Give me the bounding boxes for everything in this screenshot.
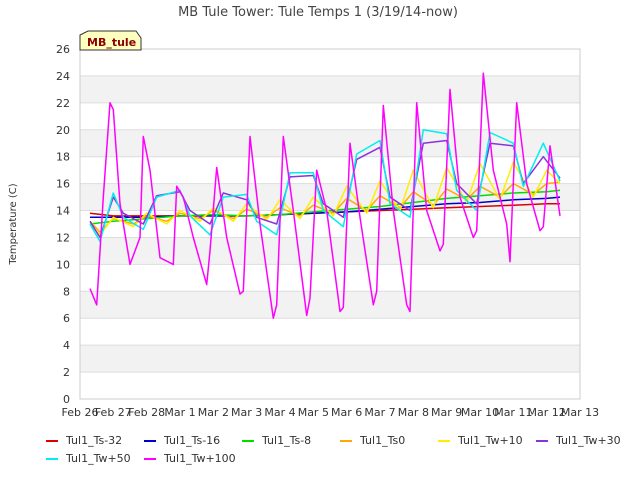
legend-label: Tul1_Ts0 — [360, 434, 406, 447]
y-tick-label: 10 — [56, 258, 70, 271]
y-tick-label: 12 — [56, 231, 70, 244]
legend-swatch — [242, 439, 254, 442]
x-tick-label: Mar 1 — [164, 406, 195, 419]
plot-band — [80, 102, 580, 130]
x-tick-label: Mar 13 — [561, 406, 599, 419]
legend-item: Tul1_Tw+50 — [46, 452, 131, 465]
x-tick-label: Mar 8 — [398, 406, 429, 419]
y-axis-label: Temperature (C) — [8, 183, 19, 265]
legend-swatch — [144, 457, 156, 460]
series-lines — [89, 72, 561, 319]
legend-swatch — [46, 457, 58, 460]
plot-band — [80, 129, 580, 157]
plot-band — [80, 156, 580, 184]
y-tick-label: 0 — [63, 393, 70, 406]
legend-label: Tul1_Tw+30 — [556, 434, 621, 447]
plot-band — [80, 264, 580, 292]
legend-label: Tul1_Tw+50 — [66, 452, 131, 465]
y-tick-label: 26 — [56, 43, 70, 56]
plot-band — [80, 291, 580, 319]
x-tick-label: Mar 12 — [528, 406, 566, 419]
y-tick-label: 14 — [56, 205, 70, 218]
plot-band — [80, 372, 580, 399]
x-tick-label: Mar 7 — [364, 406, 395, 419]
y-tick-label: 24 — [56, 70, 70, 83]
y-tick-label: 4 — [63, 339, 70, 352]
legend-swatch — [144, 439, 156, 442]
station-badge-label: MB_tule — [87, 36, 136, 49]
legend-swatch — [46, 439, 58, 442]
station-badge: MB_tule — [79, 30, 142, 51]
plot-frame — [79, 48, 581, 400]
legend-item: Tul1_Ts0 — [340, 434, 405, 447]
legend-label: Tul1_Ts-8 — [262, 434, 312, 447]
plot-band — [80, 345, 580, 373]
legend-swatch — [438, 439, 450, 442]
x-tick-label: Mar 2 — [198, 406, 229, 419]
legend-label: Tul1_Ts-32 — [66, 434, 123, 447]
x-tick-label: Mar 11 — [494, 406, 532, 419]
series-line — [89, 72, 561, 319]
legend-item: Tul1_Tw+100 — [144, 452, 236, 465]
x-tick-label: Mar 5 — [298, 406, 329, 419]
x-tick-label: Feb 26 — [62, 406, 99, 419]
legend-swatch — [536, 439, 548, 442]
y-tick-label: 8 — [63, 285, 70, 298]
y-tick-label: 2 — [63, 366, 70, 379]
series-line — [89, 129, 561, 243]
y-tick-label: 16 — [56, 178, 70, 191]
legend-label: Tul1_Tw+10 — [458, 434, 523, 447]
plot-band — [80, 237, 580, 265]
y-tick-label: 22 — [56, 97, 70, 110]
plot-band — [80, 49, 580, 76]
x-tick-label: Feb 27 — [95, 406, 132, 419]
x-tick-label: Mar 4 — [264, 406, 295, 419]
x-tick-label: Mar 3 — [231, 406, 262, 419]
y-tick-label: 18 — [56, 151, 70, 164]
legend-item: Tul1_Ts-8 — [242, 434, 311, 447]
x-tick-label: Mar 10 — [461, 406, 499, 419]
legend-label: Tul1_Tw+100 — [164, 452, 236, 465]
legend-item: Tul1_Ts-16 — [144, 434, 220, 447]
plot-band — [80, 75, 580, 103]
plot-band — [80, 318, 580, 346]
legend-item: Tul1_Ts-32 — [46, 434, 122, 447]
x-tick-label: Mar 9 — [431, 406, 462, 419]
legend-swatch — [340, 439, 352, 442]
x-tick-label: Mar 6 — [331, 406, 362, 419]
legend-label: Tul1_Ts-16 — [164, 434, 221, 447]
legend-item: Tul1_Tw+30 — [536, 434, 621, 447]
chart-title: MB Tule Tower: Tule Temps 1 (3/19/14-now… — [178, 5, 458, 20]
y-tick-label: 20 — [56, 124, 70, 137]
x-tick-label: Feb 28 — [128, 406, 165, 419]
plot-background — [80, 49, 580, 399]
legend-item: Tul1_Tw+10 — [438, 434, 523, 447]
y-tick-label: 6 — [63, 312, 70, 325]
